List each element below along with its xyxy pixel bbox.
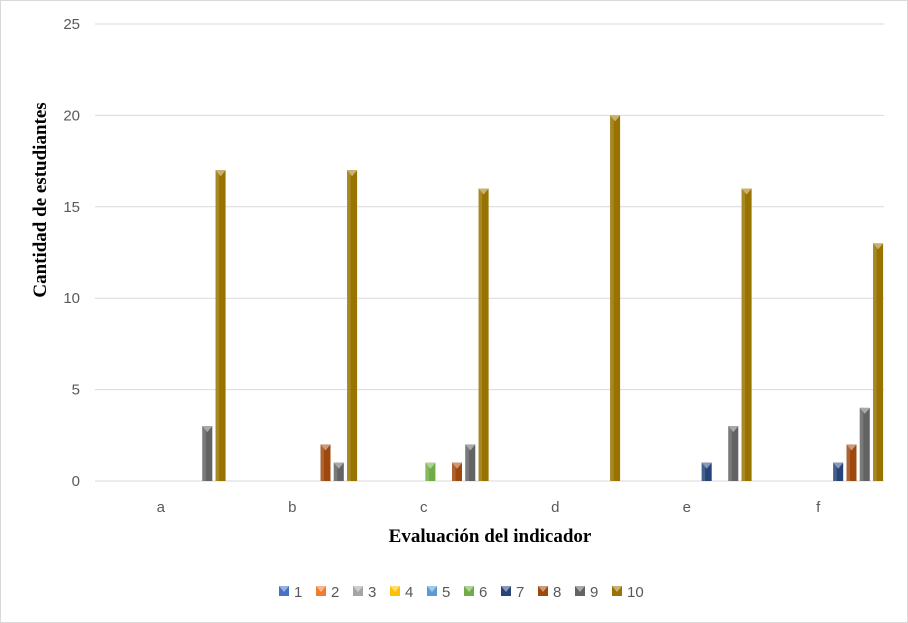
bar-f-series-8 bbox=[846, 444, 857, 481]
legend-label: 4 bbox=[405, 584, 413, 601]
legend-item-10: 10 bbox=[612, 584, 644, 601]
legend-label: 3 bbox=[368, 584, 376, 601]
bar-e-series-10 bbox=[741, 188, 752, 481]
legend-label: 5 bbox=[442, 584, 450, 601]
legend-item-7: 7 bbox=[501, 584, 524, 601]
y-tick-label: 0 bbox=[72, 473, 80, 490]
legend-label: 7 bbox=[516, 584, 524, 601]
legend-item-1: 1 bbox=[279, 584, 302, 601]
x-tick-label: f bbox=[816, 499, 821, 516]
legend-item-4: 4 bbox=[390, 584, 413, 601]
bar-c-series-10 bbox=[478, 188, 489, 481]
legend-item-2: 2 bbox=[316, 584, 339, 601]
legend-item-3: 3 bbox=[353, 584, 376, 601]
x-tick-label: b bbox=[288, 499, 296, 516]
bar-b-series-10 bbox=[347, 170, 358, 482]
y-tick-label: 25 bbox=[63, 16, 80, 33]
bar-c-series-6 bbox=[425, 462, 436, 481]
legend-label: 8 bbox=[553, 584, 561, 601]
y-axis-title: Cantidad de estudiantes bbox=[30, 102, 51, 297]
x-tick-label: e bbox=[683, 499, 691, 516]
bars bbox=[202, 115, 884, 482]
bar-b-series-8 bbox=[320, 444, 331, 481]
bar-a-series-10 bbox=[215, 170, 226, 482]
legend-label: 6 bbox=[479, 584, 487, 601]
y-tick-label: 15 bbox=[63, 199, 80, 216]
bar-d-series-10 bbox=[610, 115, 621, 482]
bar-e-series-7 bbox=[701, 462, 712, 481]
y-tick-label: 10 bbox=[63, 290, 80, 307]
bar-f-series-7 bbox=[833, 462, 844, 481]
x-axis-ticks: a b c d e f bbox=[157, 499, 822, 516]
x-axis-title: Evaluación del indicador bbox=[389, 526, 592, 547]
legend-label: 2 bbox=[331, 584, 339, 601]
bar-a-series-9 bbox=[202, 426, 213, 481]
legend-label: 1 bbox=[294, 584, 302, 601]
bar-c-series-9 bbox=[465, 444, 476, 481]
x-tick-label: a bbox=[157, 499, 166, 516]
bar-b-series-9 bbox=[333, 462, 344, 481]
y-axis-ticks: 0 5 10 15 20 25 bbox=[63, 16, 80, 490]
bar-c-series-8 bbox=[452, 462, 462, 481]
bar-f-series-10 bbox=[873, 243, 884, 481]
x-tick-label: c bbox=[420, 499, 428, 516]
legend-item-6: 6 bbox=[464, 584, 487, 601]
legend-label: 10 bbox=[627, 584, 644, 601]
bar-e-series-9 bbox=[728, 426, 739, 481]
bar-f-series-9 bbox=[859, 407, 870, 481]
gridlines bbox=[95, 23, 884, 482]
legend-item-5: 5 bbox=[427, 584, 450, 601]
legend: 1 2 3 4 5 6 7 8 9 10 bbox=[279, 584, 644, 601]
y-tick-label: 5 bbox=[72, 382, 80, 399]
x-tick-label: d bbox=[551, 499, 559, 516]
y-tick-label: 20 bbox=[63, 107, 80, 124]
legend-item-8: 8 bbox=[538, 584, 561, 601]
legend-label: 9 bbox=[590, 584, 598, 601]
legend-item-9: 9 bbox=[575, 584, 598, 601]
